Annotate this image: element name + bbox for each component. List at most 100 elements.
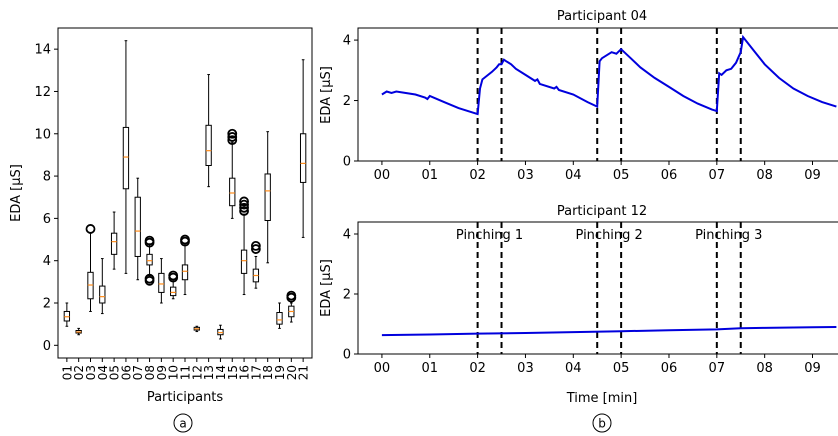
x-tick-label: 10 [167,365,181,380]
x-tick-label: 03 [84,365,98,380]
box-outlier [144,235,155,246]
box-iqr [134,196,141,257]
y-tick-label: 4 [343,34,351,49]
boxplot-y-axis-label: EDA [μS] [9,164,24,222]
box-outlier [286,290,297,301]
y-tick-label: 12 [34,85,51,100]
y-tick-label: 2 [43,297,51,312]
x-tick-label: 00 [374,168,391,183]
participant-12-y-axis-label: EDA [μS] [319,259,334,317]
x-tick-label: 04 [565,361,582,376]
boxplot-boxes [63,40,307,340]
x-tick-label: 05 [613,361,630,376]
participant-04-plot [381,28,837,161]
y-tick-label: 6 [43,212,51,227]
panel-label-a: a [179,417,186,431]
box-outlier [227,128,238,139]
pinching-label: Pinching 2 [576,228,643,243]
box-outlier [144,273,155,284]
box-outlier [239,202,249,213]
x-tick-label: 02 [469,168,486,183]
x-tick-label: 07 [709,361,726,376]
box-outlier [239,196,249,207]
box-iqr [99,285,106,304]
x-tick-label: 21 [297,365,311,380]
box-iqr [299,133,307,183]
box-outlier [250,240,261,251]
boxplot-x-ticks: 0102030405060708091011121314151617181920… [60,358,311,380]
x-tick-label: 03 [517,168,534,183]
y-tick-label: 4 [343,228,351,243]
x-tick-label: 20 [285,365,299,380]
y-tick-label: 2 [343,94,351,109]
y-tick-label: 4 [43,254,51,269]
box-iqr [276,312,283,325]
box-iqr [146,253,153,266]
box-iqr [110,232,118,255]
x-tick-label: 06 [119,365,133,380]
eda-signal-line [381,326,837,337]
box-iqr [229,177,236,207]
y-tick-label: 8 [43,170,51,185]
boxplot-y-ticks: 0 2 4 6 8 10 12 14 [34,43,58,354]
y-tick-label: 0 [343,155,351,170]
x-tick-label: 08 [756,361,773,376]
participant-12-axes-frame [357,221,838,355]
x-tick-label: 09 [155,365,169,380]
y-tick-label: 2 [343,288,351,303]
x-tick-label: 17 [249,365,263,380]
x-tick-label: 01 [421,361,438,376]
participant-12-title: Participant 12 [557,204,647,219]
pinching-label: Pinching 3 [695,228,762,243]
box-outlier [239,199,249,210]
box-outlier [168,270,179,281]
box-iqr [264,173,271,221]
participant-12-x-axis-label: Time [min] [566,391,638,406]
box-iqr [122,126,130,190]
x-tick-label: 15 [226,365,240,380]
box-iqr [240,249,248,274]
x-tick-label: 09 [804,361,821,376]
participant-04-y-axis-label: EDA [μS] [319,66,334,124]
participant-04-title: Participant 04 [557,9,647,24]
box-outlier [227,132,238,142]
x-tick-label: 06 [661,168,678,183]
x-tick-label: 04 [565,168,582,183]
x-tick-label: 04 [96,365,110,380]
x-tick-label: 07 [131,365,145,380]
box-outlier [227,135,238,146]
boxplot-x-axis-label: Participants [147,390,224,405]
x-tick-label: 13 [202,365,216,380]
x-tick-label: 07 [709,168,726,183]
x-tick-label: 18 [261,365,275,380]
participant-04-axes-frame [357,27,838,162]
participant-12-plot [381,222,837,354]
box-iqr [181,264,189,281]
x-tick-label: 08 [143,365,157,380]
x-tick-label: 01 [60,365,74,380]
x-tick-label: 05 [613,168,630,183]
x-tick-label: 08 [756,168,773,183]
panel-label-a-circle [173,413,193,433]
panel-label-b-circle [592,413,612,433]
panel-label-b: b [598,417,606,431]
eda-signal-line [381,34,837,116]
boxplot-axes-frame [57,27,313,359]
x-tick-label: 01 [421,168,438,183]
x-tick-label: 02 [72,365,86,380]
box-outlier [239,206,249,216]
x-tick-label: 06 [661,361,678,376]
y-tick-label: 0 [43,339,51,354]
x-tick-label: 00 [374,361,391,376]
box-iqr [158,272,165,293]
box-iqr [205,124,212,166]
x-tick-label: 03 [517,361,534,376]
x-tick-label: 11 [179,365,193,380]
x-tick-label: 09 [804,168,821,183]
